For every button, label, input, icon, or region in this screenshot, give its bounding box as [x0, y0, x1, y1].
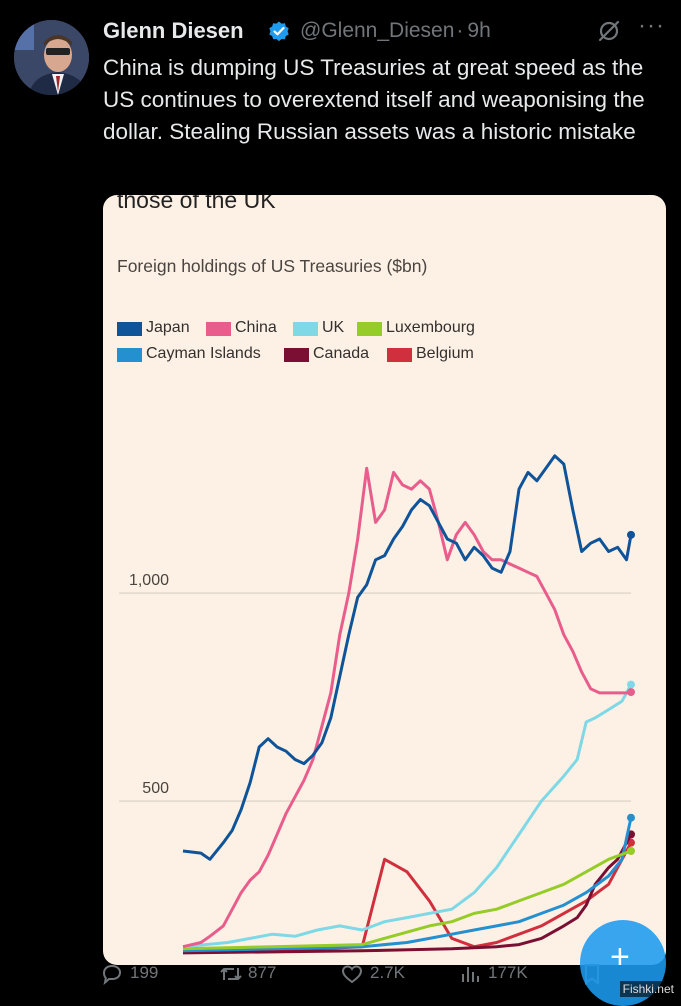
legend-label: China: [235, 319, 277, 336]
series-line-cayman-islands: [182, 817, 633, 953]
author-handle[interactable]: @Glenn_Diesen: [300, 19, 455, 42]
legend-swatch: [206, 322, 231, 336]
series-line-japan: [182, 454, 633, 861]
like-count: 2.7K: [370, 963, 405, 982]
series-end-marker: [627, 847, 635, 855]
avatar-photo: [14, 20, 89, 95]
author-handle-line: @Glenn_Diesen· 9h: [300, 19, 491, 43]
tweet-header: Glenn Diesen @Glenn_Diesen· 9h ···: [103, 12, 664, 48]
legend-swatch: [117, 348, 142, 362]
views-icon: [462, 967, 479, 982]
legend-label: UK: [322, 319, 345, 336]
author-name[interactable]: Glenn Diesen: [103, 18, 244, 43]
reply-icon: [102, 964, 122, 986]
watermark: Fishki.net: [619, 981, 677, 997]
y-tick-label: 500: [142, 780, 169, 797]
series-end-marker: [627, 813, 635, 822]
retweet-count: 877: [248, 963, 277, 982]
legend-label: Luxembourg: [386, 319, 475, 336]
tweet-media[interactable]: those of the UK Foreign holdings of US T…: [103, 195, 666, 965]
tweet-text: China is dumping US Treasuries at great …: [103, 55, 645, 144]
legend-label: Belgium: [416, 345, 474, 362]
legend-label: Canada: [313, 345, 370, 362]
legend-label: Cayman Islands: [146, 345, 261, 362]
avatar[interactable]: [14, 20, 89, 95]
reply-count: 199: [130, 963, 159, 982]
action-bar: 199 877 2.7K 177K: [100, 958, 660, 990]
legend-swatch: [357, 322, 382, 336]
post-time[interactable]: 9h: [467, 19, 491, 42]
series-line-belgium: [182, 841, 633, 953]
series-line-canada: [182, 833, 633, 955]
chart-title: Foreign holdings of US Treasuries ($bn): [117, 256, 428, 276]
heart-icon: [341, 965, 363, 984]
legend-label: Japan: [146, 319, 190, 336]
y-tick-label: 1,000: [129, 572, 169, 589]
separator-dot: ·: [456, 19, 464, 42]
series-end-marker: [627, 680, 635, 689]
legend-swatch: [293, 322, 318, 336]
views-count: 177K: [488, 963, 528, 982]
series-end-marker: [627, 688, 635, 697]
retweet-icon: [220, 968, 242, 980]
series-line-china: [182, 466, 632, 949]
series-line-luxembourg: [182, 849, 632, 951]
legend-swatch: [284, 348, 309, 362]
legend-swatch: [387, 348, 412, 362]
more-options-icon[interactable]: ···: [638, 12, 665, 39]
media-cropped-text: those of the UK: [117, 195, 276, 213]
grok-icon[interactable]: [596, 18, 622, 44]
chart-plot: 1,000 500: [119, 454, 635, 955]
legend-swatch: [117, 322, 142, 336]
verified-badge-icon: [269, 21, 289, 42]
series-line-uk: [182, 683, 633, 949]
plus-icon: +: [610, 938, 630, 976]
series-end-marker: [627, 530, 635, 539]
